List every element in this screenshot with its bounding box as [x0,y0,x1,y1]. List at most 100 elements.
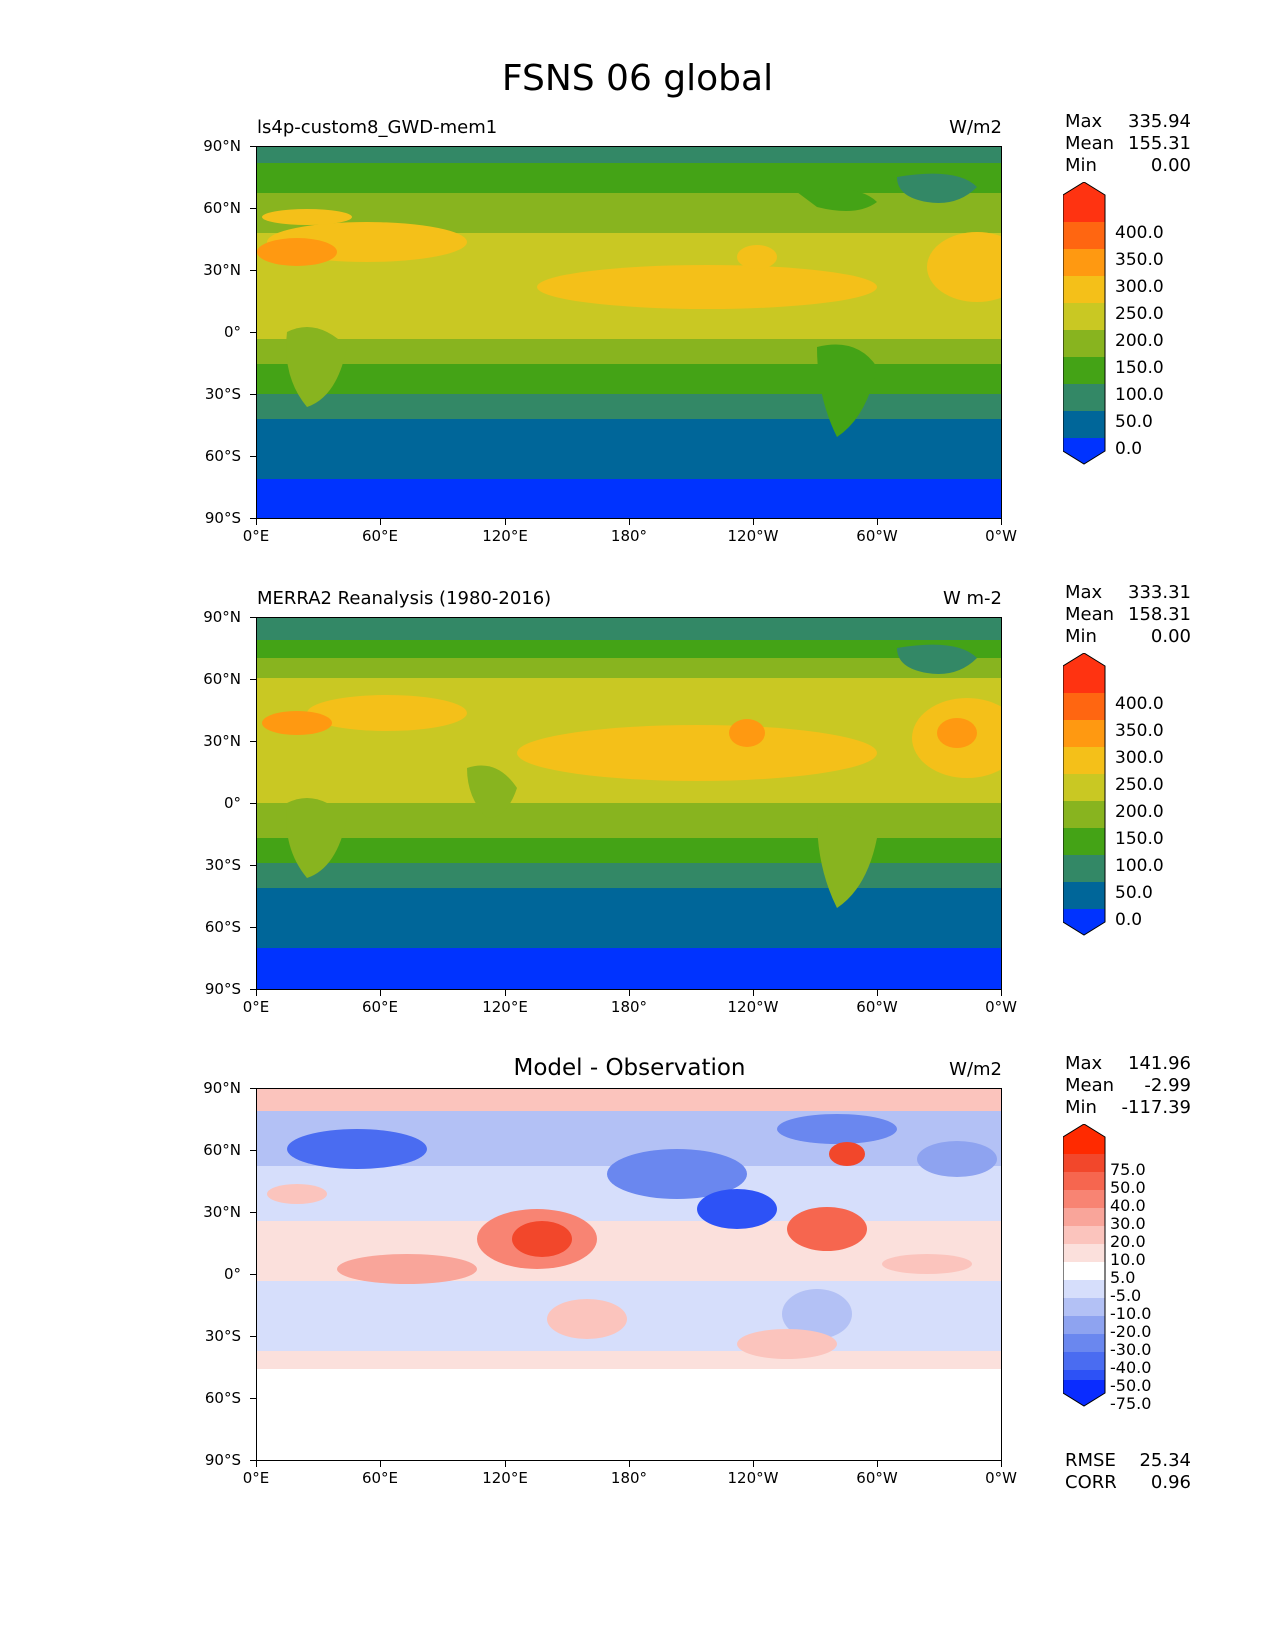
colorbar [1063,653,1106,936]
stat-value: 141.96 [1128,1053,1191,1074]
lat-tick-label: 60°S [204,1389,241,1407]
lon-tick-label: 0°E [242,527,270,545]
lon-tick-label: 120°W [727,1469,779,1487]
colorbar-label: 150.0 [1115,358,1164,378]
lat-tick-label: 60°N [203,1141,241,1159]
colorbar-label: 10.0 [1110,1250,1146,1269]
colorbar-label: 200.0 [1115,802,1164,822]
lon-tick-label: 60°E [361,527,399,545]
lat-tick-label: 60°S [204,918,241,936]
stat-key: RMSE [1065,1450,1116,1471]
lat-tick-label: 90°S [204,980,241,998]
colorbar-label: -10.0 [1110,1304,1152,1323]
colorbar-label: 250.0 [1115,304,1164,324]
lat-tick-label: 30°S [204,385,241,403]
lat-tick-label: 60°S [204,447,241,465]
stats-box: Max 141.96 Mean -2.99 Min -117.39 [1065,1053,1191,1119]
colorbar-label: -75.0 [1110,1394,1152,1413]
lat-tick-label: 30°S [204,856,241,874]
colorbar-label: 100.0 [1115,385,1164,405]
colorbar-label: 300.0 [1115,748,1164,768]
colorbar-label: 50.0 [1115,412,1153,432]
lat-tick-label: 30°S [204,1327,241,1345]
lon-tick-label: 60°W [856,998,898,1016]
map-plot [257,618,1001,989]
colorbar-label: -30.0 [1110,1340,1152,1359]
lon-tick-label: 120°W [727,998,779,1016]
colorbar-label: -50.0 [1110,1376,1152,1395]
lon-tick-label: 0°E [242,1469,270,1487]
panel-difference: Model - Observation W/m2 [0,1053,1275,1529]
stat-key: Max [1065,1053,1103,1074]
panel-model: ls4p-custom8_GWD-mem1 W/m2 90°N 60°N 30° [0,111,1275,587]
colorbar-label: 30.0 [1110,1214,1146,1233]
colorbar-label: 300.0 [1115,277,1164,297]
lat-tick-label: 0° [223,1265,241,1283]
map-plot [257,1089,1001,1460]
lon-tick-label: 0°W [985,1469,1017,1487]
lon-tick-label: 120°E [482,998,528,1016]
lat-tick-label: 0° [223,323,241,341]
colorbar-label: 0.0 [1115,910,1143,930]
colorbar-label: 400.0 [1115,694,1164,714]
panel-observation: MERRA2 Reanalysis (1980-2016) W m-2 90°N… [0,582,1275,1058]
lat-tick-label: 60°N [203,199,241,217]
lon-tick-label: 60°E [361,1469,399,1487]
stat-key: Min [1065,155,1097,176]
lat-tick-label: 30°N [203,1203,241,1221]
lat-tick-label: 90°N [203,1079,241,1097]
stat-value: 0.00 [1150,626,1191,647]
lon-tick-label: 120°E [482,1469,528,1487]
stat-key: Mean [1065,1075,1115,1096]
map-difference [256,1088,1002,1461]
map-plot [257,147,1001,518]
colorbar-label: 20.0 [1110,1232,1146,1251]
stat-value: 0.96 [1150,1472,1191,1493]
units-label: W/m2 [949,117,1002,138]
lat-tick-label: 90°N [203,137,241,155]
stat-value: 333.31 [1128,582,1191,603]
stat-key: Min [1065,1097,1097,1118]
colorbar [1063,182,1106,465]
colorbar-label: 200.0 [1115,331,1164,351]
stat-value: 25.34 [1139,1450,1191,1471]
lon-tick-label: 180° [610,1469,648,1487]
colorbar-label: 75.0 [1110,1160,1146,1179]
panel-title: Model - Observation [513,1055,746,1081]
lat-tick-label: 90°S [204,1451,241,1469]
colorbar-label: -20.0 [1110,1322,1152,1341]
lon-tick-label: 120°W [727,527,779,545]
colorbar-label: 5.0 [1110,1268,1136,1287]
stat-key: Mean [1065,604,1115,625]
units-label: W/m2 [949,1059,1002,1080]
lon-tick-label: 60°E [361,998,399,1016]
stats-box: Max 333.31 Mean 158.31 Min 0.00 [1065,582,1191,648]
stat-value: 158.31 [1128,604,1191,625]
lon-tick-label: 120°E [482,527,528,545]
stat-value: -2.99 [1144,1075,1191,1096]
colorbar-label: 50.0 [1115,883,1153,903]
stat-value: 0.00 [1150,155,1191,176]
stat-key: Min [1065,626,1097,647]
lat-tick-label: 30°N [203,261,241,279]
map-observation [256,617,1002,990]
colorbar-label: -5.0 [1110,1286,1142,1305]
lon-tick-label: 180° [610,527,648,545]
stats-box: Max 335.94 Mean 155.31 Min 0.00 [1065,111,1191,177]
lat-tick-label: 60°N [203,670,241,688]
stat-key: Mean [1065,133,1115,154]
lon-tick-label: 0°W [985,998,1017,1016]
colorbar [1063,1124,1106,1407]
figure-title: FSNS 06 global [501,58,774,99]
colorbar-label: 0.0 [1115,439,1143,459]
panel-title: ls4p-custom8_GWD-mem1 [257,117,498,138]
lat-tick-label: 90°S [204,509,241,527]
colorbar-label: 250.0 [1115,775,1164,795]
colorbar-label: 50.0 [1110,1178,1146,1197]
panel-title: MERRA2 Reanalysis (1980-2016) [257,588,552,609]
lon-tick-label: 180° [610,998,648,1016]
stat-value: -117.39 [1121,1097,1191,1118]
colorbar-label: 400.0 [1115,223,1164,243]
colorbar-label: 350.0 [1115,721,1164,741]
colorbar-label: 100.0 [1115,856,1164,876]
